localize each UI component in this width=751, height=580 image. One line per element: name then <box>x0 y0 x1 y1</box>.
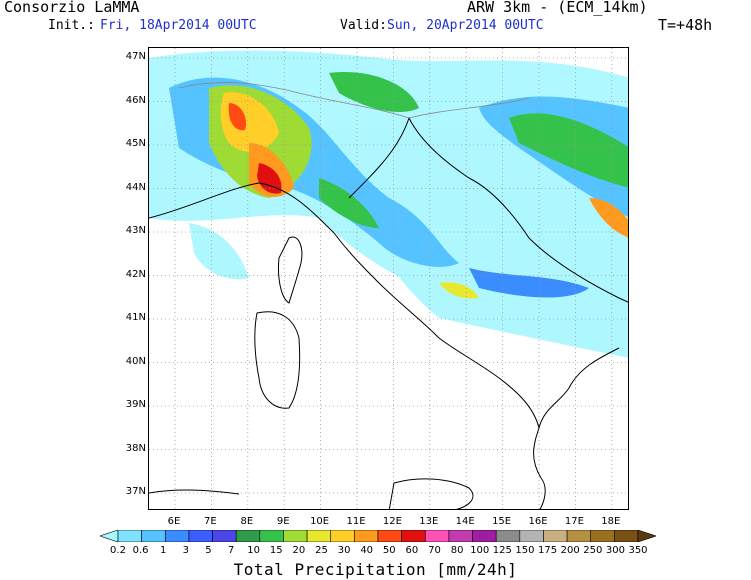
lon-tick-label: 9E <box>276 516 290 527</box>
colorbar-swatch <box>117 530 142 542</box>
lat-tick-label: 39N <box>125 399 146 410</box>
lat-tick-label: 42N <box>125 268 146 280</box>
colorbar-level-label: 15 <box>269 545 283 556</box>
colorbar-swatch <box>519 530 544 542</box>
colorbar-level-label: 3 <box>182 545 189 556</box>
lat-tick-label: 44N <box>125 181 146 193</box>
lon-tick-label: 14E <box>455 516 475 527</box>
init-value: Fri, 18Apr2014 00UTC <box>100 18 257 33</box>
colorbar-swatch <box>401 530 426 542</box>
colorbar-level-label: 0.2 <box>110 545 126 556</box>
valid-label: Valid: <box>340 18 387 33</box>
lon-tick-label: 15E <box>492 516 512 527</box>
map-canvas <box>149 48 628 509</box>
colorbar-swatch <box>283 530 308 542</box>
lon-tick-label: 16E <box>528 516 548 527</box>
colorbar-title: Total Precipitation [mm/24h] <box>233 560 518 579</box>
colorbar-swatch <box>377 530 402 542</box>
lat-tick-label: 46N <box>125 94 146 106</box>
colorbar-swatch <box>424 530 450 542</box>
colorbar-swatch <box>235 530 261 542</box>
colorbar-level-label: 0.6 <box>132 545 149 556</box>
colorbar-level-label: 10 <box>247 545 260 556</box>
colorbar-swatch <box>306 530 332 542</box>
colorbar-level-label: 125 <box>492 545 512 556</box>
colorbar-swatch <box>614 530 639 542</box>
colorbar-swatch <box>259 530 284 542</box>
lon-tick-label: 13E <box>419 516 439 527</box>
colorbar-swatch <box>495 530 521 542</box>
lon-tick-label: 6E <box>167 516 181 527</box>
colorbar-swatch <box>188 530 213 542</box>
coastlines <box>149 116 628 509</box>
colorbar-swatch <box>212 530 237 542</box>
colorbar-swatch <box>590 530 615 542</box>
colorbar-swatch <box>472 530 497 542</box>
colorbar-level-label: 250 <box>583 545 603 556</box>
lat-tick-label: 47N <box>125 51 146 62</box>
colorbar-level-label: 70 <box>428 545 441 556</box>
colorbar-swatch <box>354 530 379 542</box>
colorbar-level-label: 25 <box>315 545 328 556</box>
colorbar-level-label: 300 <box>605 545 625 556</box>
colorbar-level-label: 60 <box>405 545 419 556</box>
precipitation-map <box>148 47 629 510</box>
lat-tick-label: 38N <box>125 442 146 454</box>
colorbar-level-label: 30 <box>337 545 351 556</box>
lat-tick-label: 43N <box>125 225 146 236</box>
model-title: ARW 3km - (ECM_14km) <box>467 0 648 16</box>
colorbar-arrow-high <box>637 530 656 542</box>
lon-tick-label: 10E <box>310 516 330 527</box>
colorbar-level-label: 175 <box>538 545 558 556</box>
org-title: Consorzio LaMMA <box>4 0 140 16</box>
lon-tick-label: 18E <box>601 516 621 527</box>
lat-tick-label: 41N <box>125 312 146 323</box>
colorbar-level-label: 100 <box>470 545 490 556</box>
colorbar-level-label: 150 <box>515 545 535 556</box>
colorbar-swatch <box>141 530 166 542</box>
colorbar-level-label: 200 <box>560 545 580 556</box>
lat-tick-label: 45N <box>125 138 146 149</box>
lon-tick-label: 8E <box>240 516 254 527</box>
colorbar-swatch <box>448 530 473 542</box>
lead-time: T=+48h <box>658 16 713 34</box>
valid-value: Sun, 20Apr2014 00UTC <box>387 18 544 33</box>
lon-tick-label: 7E <box>204 516 217 527</box>
lon-tick-label: 17E <box>564 516 584 527</box>
colorbar-swatch <box>330 530 355 542</box>
colorbar-level-label: 1 <box>160 545 167 556</box>
init-label: Init.: <box>48 18 95 33</box>
precipitation-colorbar <box>100 530 656 542</box>
colorbar-level-label: 40 <box>360 545 374 556</box>
colorbar-level-label: 5 <box>205 545 212 556</box>
colorbar-swatch <box>164 530 190 542</box>
lon-tick-label: 12E <box>382 516 402 527</box>
colorbar-arrow-low <box>100 530 119 542</box>
lat-tick-label: 40N <box>125 355 146 367</box>
lat-tick-label: 37N <box>125 486 146 497</box>
country-borders <box>178 82 530 119</box>
colorbar-swatch <box>566 530 592 542</box>
colorbar-level-label: 350 <box>628 545 648 556</box>
colorbar-level-label: 50 <box>382 545 396 556</box>
lon-tick-label: 11E <box>346 516 366 527</box>
colorbar-level-label: 7 <box>227 545 235 556</box>
colorbar-level-label: 20 <box>292 545 306 556</box>
colorbar-swatch <box>543 530 568 542</box>
colorbar-level-label: 80 <box>450 545 464 556</box>
